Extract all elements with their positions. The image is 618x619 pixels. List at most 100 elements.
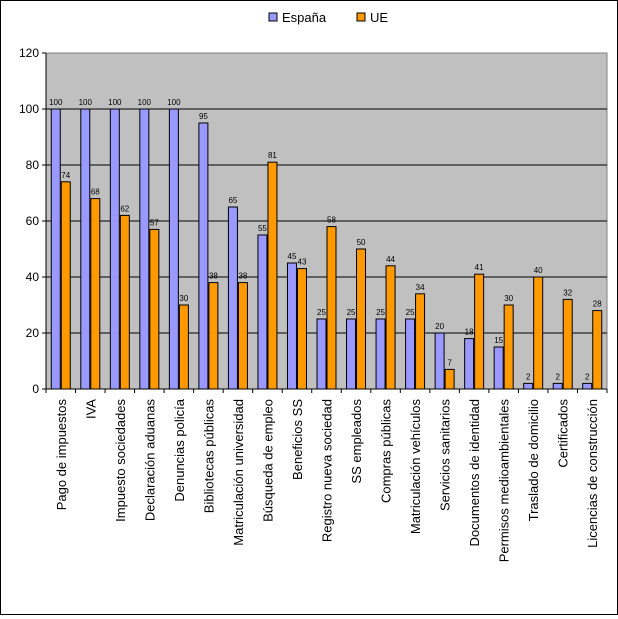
data-label: 43: [298, 258, 307, 267]
x-category-label: Matriculación vehículos: [408, 399, 423, 535]
bar-espana: [493, 346, 504, 390]
y-tick-label: 40: [26, 270, 40, 284]
data-label: 62: [120, 204, 129, 213]
bar-ue: [119, 214, 130, 390]
data-label: 100: [49, 98, 63, 107]
legend-swatch-espana: [268, 12, 278, 22]
bar-ue: [296, 268, 307, 390]
bar-ue: [592, 310, 603, 390]
data-label: 58: [327, 216, 336, 225]
bar-espana: [109, 108, 120, 390]
bar-espana: [50, 108, 61, 390]
data-label: 68: [91, 188, 100, 197]
bar-ue: [533, 276, 544, 390]
bar-ue: [415, 293, 426, 390]
bar-ue: [562, 298, 573, 390]
bar-ue: [474, 273, 485, 390]
bar-espana: [168, 108, 179, 390]
data-labels: 100 100 100 100 100 95 65 55 45 25 25 25 25 20 18 15 2 2 2…: [49, 98, 602, 381]
bar-ue: [503, 304, 514, 390]
data-label: 32: [563, 288, 572, 297]
x-axis: Pago de impuestos IVA Impuesto sociedades D…: [45, 388, 608, 563]
bar-ue: [60, 181, 71, 390]
data-label: 18: [465, 328, 474, 337]
y-tick-label: 0: [32, 382, 39, 396]
data-label: 65: [228, 196, 237, 205]
data-label: 28: [593, 300, 602, 309]
data-label: 38: [209, 272, 218, 281]
bar-ue: [149, 228, 160, 390]
x-category-label: Bibliotecas públicas: [201, 399, 216, 514]
bar-ue: [326, 226, 337, 390]
bar-espana: [582, 382, 593, 390]
data-label: 38: [238, 272, 247, 281]
legend-label-espana: España: [282, 10, 327, 25]
bar-espana: [257, 234, 268, 390]
data-label: 25: [317, 308, 326, 317]
bar-espana: [227, 206, 238, 390]
legend: España UE: [268, 10, 388, 25]
legend-label-ue: UE: [370, 10, 388, 25]
x-category-label: Licencias de construcción: [585, 399, 600, 548]
data-label: 100: [167, 98, 181, 107]
data-label: 2: [555, 372, 560, 381]
bar-espana: [198, 122, 209, 390]
data-label: 41: [475, 263, 484, 272]
bar-ue: [208, 282, 219, 390]
bar-espana: [434, 332, 445, 390]
data-label: 50: [357, 238, 366, 247]
x-category-label: Beneficios SS: [290, 399, 305, 480]
y-tick-label: 100: [19, 102, 39, 116]
x-category-label: Traslado de domicilio: [526, 399, 541, 521]
data-label: 30: [504, 294, 513, 303]
data-label: 95: [199, 112, 208, 121]
x-category-label: Matriculación universidad: [231, 399, 246, 546]
x-category-label: Declaración aduanas: [142, 399, 157, 522]
x-category-label: Servicios sanitarios: [438, 399, 453, 511]
bar-ue: [385, 265, 396, 390]
bar-ue: [267, 161, 278, 390]
data-label: 44: [386, 255, 395, 264]
bar-ue: [444, 368, 455, 390]
y-tick-label: 80: [26, 158, 40, 172]
data-label: 15: [494, 336, 503, 345]
data-label: 25: [376, 308, 385, 317]
bar-espana: [405, 318, 416, 390]
data-label: 55: [258, 224, 267, 233]
bar-espana: [316, 318, 327, 390]
bar-espana: [139, 108, 150, 390]
data-label: 30: [179, 294, 188, 303]
data-label: 34: [416, 283, 425, 292]
x-category-label: Documentos de identidad: [467, 399, 482, 546]
x-category-label: Denuncias policía: [172, 398, 187, 501]
bar-espana: [286, 262, 297, 390]
data-label: 100: [108, 98, 122, 107]
data-label: 40: [534, 266, 543, 275]
x-category-label: Compras públicas: [379, 399, 394, 504]
y-axis: 0 20 40 60 80 100 120: [19, 46, 47, 396]
data-label: 74: [61, 171, 70, 180]
bar-espana: [552, 382, 563, 390]
bar-ue: [90, 198, 101, 390]
bar-ue: [356, 248, 367, 390]
bar-espana: [375, 318, 386, 390]
data-label: 2: [585, 372, 590, 381]
x-category-label: Permisos medioambientales: [497, 399, 512, 563]
legend-swatch-ue: [356, 12, 366, 22]
x-category-label: Certificados: [556, 399, 571, 468]
y-tick-label: 120: [19, 46, 39, 60]
data-label: 45: [288, 252, 297, 261]
data-label: 100: [79, 98, 93, 107]
data-label: 25: [406, 308, 415, 317]
data-label: 7: [447, 358, 452, 367]
y-tick-label: 20: [26, 326, 40, 340]
bar-espana: [523, 382, 534, 390]
bar-ue: [237, 282, 248, 390]
bar-espana: [80, 108, 91, 390]
x-category-label: Pago de impuestos: [54, 399, 69, 511]
data-label: 100: [138, 98, 152, 107]
x-category-label: Búsqueda de empleo: [260, 399, 275, 522]
bar-espana: [464, 338, 475, 390]
